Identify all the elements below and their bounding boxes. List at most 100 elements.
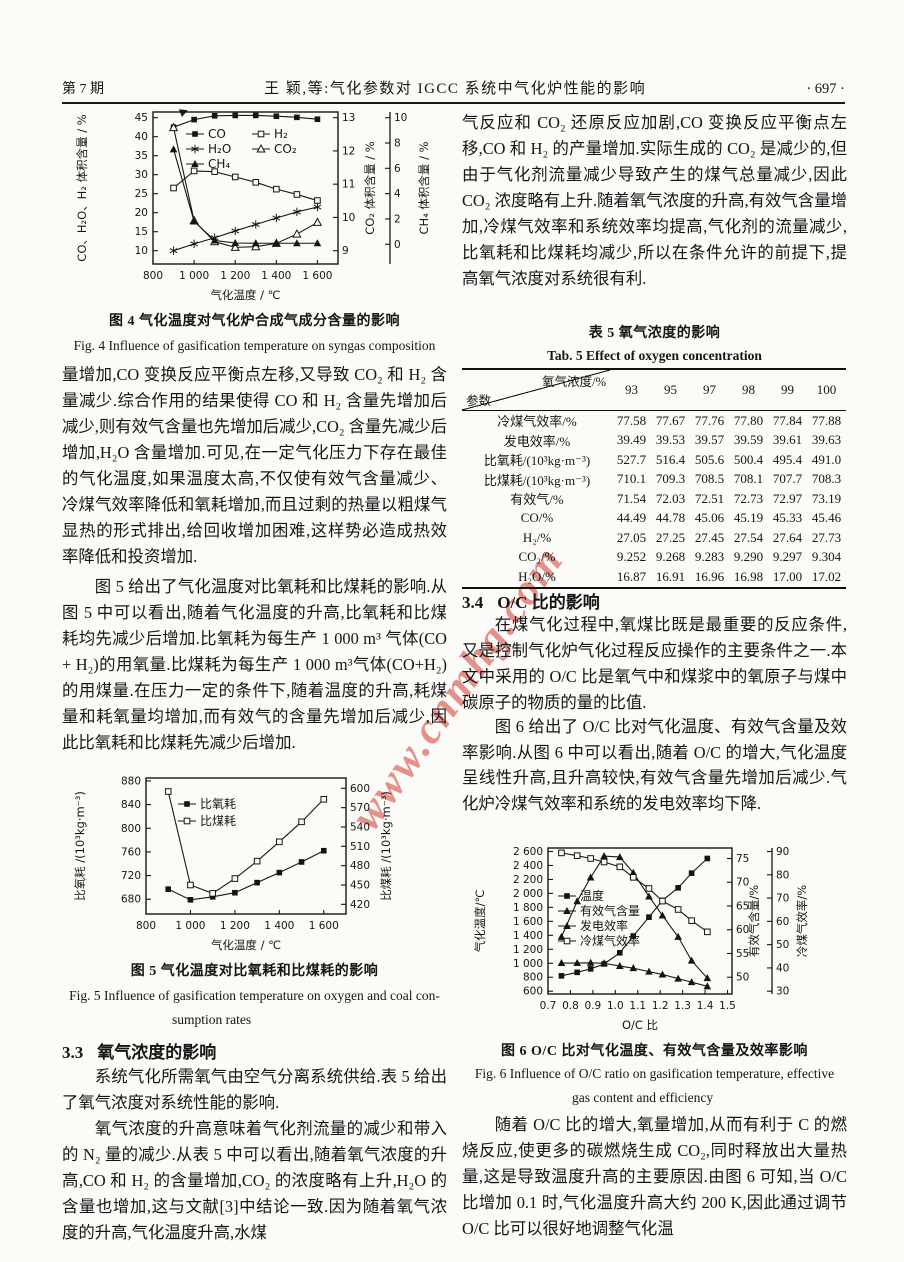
table-cell: 709.3 — [655, 471, 686, 487]
table-cell: 27.05 — [616, 529, 647, 545]
row-label: CO₂/% — [518, 549, 556, 565]
column-header: 98 — [742, 382, 755, 397]
row-label: 冷煤气效率/% — [497, 414, 577, 430]
svg-text:1 200: 1 200 — [513, 944, 543, 956]
svg-text:570: 570 — [350, 802, 370, 814]
svg-text:2 000: 2 000 — [513, 888, 543, 900]
svg-text:1 600: 1 600 — [302, 270, 332, 282]
table-cell: 505.6 — [694, 451, 725, 467]
svg-text:1 400: 1 400 — [261, 270, 291, 282]
table-header-row: 氧气浓度/% 参数 93 95 97 98 99 100 — [462, 369, 846, 411]
figure-5-caption-cn: 图 5 气化温度对比氧耗和比煤耗的影响 — [130, 964, 379, 979]
svg-text:12: 12 — [342, 145, 355, 157]
svg-text:2 200: 2 200 — [513, 874, 543, 886]
table-cell: 27.25 — [655, 529, 686, 545]
paragraph: 图 6 给出了 O/C 比对气化温度、有效气含量及效率影响.从图 6 中可以看出… — [462, 717, 847, 813]
svg-text:发电效率: 发电效率 — [580, 918, 628, 933]
table-cell: 39.53 — [655, 432, 686, 448]
svg-text:480: 480 — [350, 860, 370, 872]
table-cell: 16.91 — [655, 568, 686, 584]
table-cell: 27.73 — [811, 529, 842, 545]
table-cell: 77.58 — [616, 412, 647, 428]
table-cell: 16.96 — [694, 568, 725, 584]
page-header: 第 7 期 王 颖,等:气化参数对 IGCC 系统中气化炉性能的影响 · 697… — [62, 70, 845, 104]
svg-text:15: 15 — [135, 226, 148, 238]
table-cell: 9.304 — [811, 549, 842, 565]
table-cell: 516.4 — [655, 451, 686, 467]
table-cell: 707.7 — [772, 471, 803, 487]
table-cell: 45.19 — [733, 510, 764, 526]
svg-text:880: 880 — [121, 775, 141, 787]
svg-text:720: 720 — [121, 870, 141, 882]
svg-text:600: 600 — [350, 783, 370, 795]
svg-text:1 600: 1 600 — [513, 916, 543, 928]
table-cell: 9.283 — [694, 549, 725, 565]
svg-text:2: 2 — [394, 213, 401, 225]
table-cell: 45.06 — [694, 510, 725, 526]
svg-text:1 000: 1 000 — [513, 958, 543, 970]
svg-text:CO: CO — [208, 127, 226, 141]
svg-text:8: 8 — [394, 138, 401, 150]
svg-text:800: 800 — [121, 823, 141, 835]
svg-text:冷煤气效率/%: 冷煤气效率/% — [795, 885, 809, 957]
svg-text:1 600: 1 600 — [309, 920, 339, 932]
svg-text:0.9: 0.9 — [585, 1000, 602, 1012]
table-cell: 45.46 — [811, 510, 842, 526]
svg-text:450: 450 — [350, 879, 370, 891]
svg-text:CO₂: CO₂ — [274, 142, 297, 156]
svg-text:75: 75 — [736, 853, 749, 865]
svg-text:CO、H₂O、H₂ 体积含量 / %: CO、H₂O、H₂ 体积含量 / % — [75, 114, 89, 261]
svg-text:CH₄: CH₄ — [208, 157, 230, 171]
table-corner-cell: 氧气浓度/% 参数 — [462, 370, 610, 410]
table-cell: 527.7 — [616, 451, 647, 467]
svg-text:35: 35 — [135, 150, 148, 162]
svg-text:800: 800 — [143, 270, 163, 282]
svg-text:1.3: 1.3 — [674, 1000, 691, 1012]
svg-text:760: 760 — [121, 846, 141, 858]
svg-text:11: 11 — [342, 179, 355, 191]
svg-text:1 000: 1 000 — [179, 270, 209, 282]
table-5: 氧气浓度/% 参数 93 95 97 98 99 100 冷煤气效率/% 77.58 77.6… — [462, 368, 846, 589]
table-cell: 45.33 — [772, 510, 803, 526]
row-label: 比氧耗/(10³kg·m⁻³) — [483, 453, 591, 469]
svg-text:510: 510 — [350, 841, 370, 853]
svg-text:有效气含量: 有效气含量 — [580, 903, 640, 918]
table-cell: 708.1 — [733, 471, 764, 487]
svg-text:65: 65 — [736, 900, 749, 912]
table-row: H₂O/% 16.87 16.91 16.96 16.98 17.00 17.02 — [462, 567, 846, 588]
svg-text:1 400: 1 400 — [264, 920, 294, 932]
table-cell: 16.87 — [616, 568, 647, 584]
table-cell: 16.98 — [733, 568, 764, 584]
table-row: 比氧耗/(10³kg·m⁻³) 527.7 516.4 505.6 500.4 495.4… — [462, 450, 846, 470]
svg-text:1.4: 1.4 — [697, 1000, 714, 1012]
table-row: 冷煤气效率/% 77.58 77.67 77.76 77.80 77.84 77.88 — [462, 411, 846, 431]
table-cell: 73.19 — [811, 490, 842, 506]
row-label: 有效气/% — [510, 492, 564, 508]
table-cell: 44.78 — [655, 510, 686, 526]
svg-text:1 400: 1 400 — [513, 930, 543, 942]
svg-text:30: 30 — [135, 169, 148, 181]
svg-text:9: 9 — [342, 245, 349, 257]
table-5-body: 冷煤气效率/% 77.58 77.67 77.76 77.80 77.84 77.88 发电效… — [462, 411, 846, 588]
column-header: 95 — [664, 382, 677, 397]
figure-5-caption-en: Fig. 5 Influence of gasification tempera… — [69, 988, 440, 1027]
table-5-caption-en: Tab. 5 Effect of oxygen concentration — [547, 348, 762, 363]
table-cell: 77.88 — [811, 412, 842, 428]
table-row: 比煤耗/(10³kg·m⁻³) 710.1 709.3 708.5 708.1 707.7… — [462, 470, 846, 490]
table-cell: 72.51 — [694, 490, 725, 506]
table-cell: 9.268 — [655, 549, 686, 565]
svg-text:55: 55 — [736, 948, 749, 960]
figure-6-caption-cn: 图 6 O/C 比对气化温度、有效气含量及效率影响 — [501, 1044, 808, 1059]
svg-text:气化温度 / ℃: 气化温度 / ℃ — [210, 288, 280, 302]
svg-text:10: 10 — [342, 212, 355, 224]
svg-text:1 000: 1 000 — [175, 920, 205, 932]
svg-text:H₂O: H₂O — [208, 142, 231, 156]
row-label: H₂/% — [522, 529, 552, 545]
svg-text:25: 25 — [135, 188, 148, 200]
svg-text:H₂: H₂ — [274, 127, 288, 141]
corner-label-top: 氧气浓度/% — [542, 375, 606, 389]
table-row: CO/% 44.49 44.78 45.06 45.19 45.33 45.46 — [462, 509, 846, 529]
svg-text:540: 540 — [350, 821, 370, 833]
svg-text:气化温度 / ℃: 气化温度 / ℃ — [211, 938, 281, 952]
table-cell: 77.76 — [694, 412, 725, 428]
